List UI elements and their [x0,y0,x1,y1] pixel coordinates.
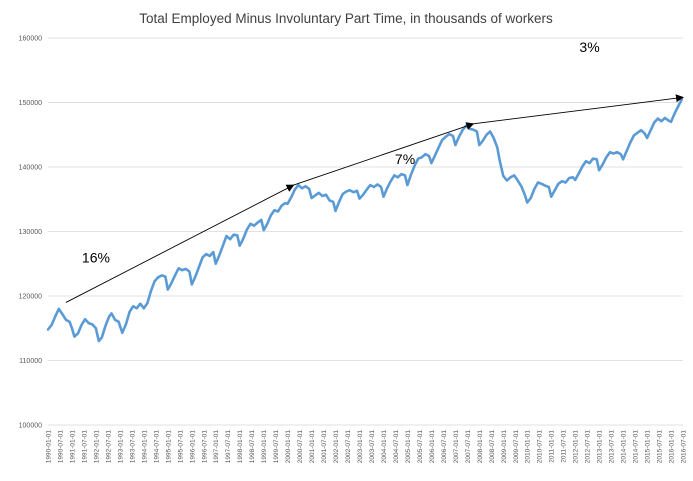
trend-arrow-3 [473,94,684,125]
x-tick-label-2004-01-01: 2004-01-01 [381,430,388,464]
x-tick-label-2013-01-01: 2013-01-01 [597,430,604,464]
x-tick-label-1999-01-01: 1999-01-01 [261,430,268,464]
growth-label-1: 16% [82,249,110,265]
x-tick-label-1997-01-01: 1997-01-01 [213,430,220,464]
x-tick-label-1993-01-01: 1993-01-01 [117,430,124,464]
x-tick-label-1991-07-01: 1991-07-01 [81,430,88,464]
series-layer [46,98,684,343]
x-tick-label-2009-01-01: 2009-01-01 [501,430,508,464]
x-tick-label-2000-01-01: 2000-01-01 [285,430,292,464]
x-tick-label-1999-07-01: 1999-07-01 [273,430,280,464]
x-axis-tick-labels: 1990-01-01 1990-07-01 1991-01-01 1991-07-01… [46,430,688,464]
chart-title: Total Employed Minus Involuntary Part Ti… [139,11,553,26]
x-tick-label-2014-07-01: 2014-07-01 [633,430,640,464]
gridlines [48,37,683,426]
x-tick-label-2016-07-01: 2016-07-01 [681,430,688,464]
y-tick-label-130000: 130000 [19,229,42,236]
x-tick-label-1995-01-01: 1995-01-01 [165,430,172,464]
x-tick-label-1996-07-01: 1996-07-01 [201,430,208,464]
x-tick-label-2015-07-01: 2015-07-01 [657,430,664,464]
x-tick-label-2003-07-01: 2003-07-01 [369,430,376,464]
x-tick-label-2013-07-01: 2013-07-01 [609,430,616,464]
x-tick-label-2008-01-01: 2008-01-01 [477,430,484,464]
x-tick-label-2002-07-01: 2002-07-01 [345,430,352,464]
x-tick-label-1992-07-01: 1992-07-01 [105,430,112,464]
growth-label-3: 3% [579,39,599,55]
trend-arrow-2 [293,122,475,186]
x-tick-label-2005-07-01: 2005-07-01 [417,430,424,464]
y-tick-label-150000: 150000 [19,100,42,107]
x-tick-label-2007-01-01: 2007-01-01 [453,430,460,464]
x-tick-label-2016-01-01: 2016-01-01 [669,430,676,464]
x-tick-label-2014-01-01: 2014-01-01 [621,430,628,464]
x-tick-label-2009-07-01: 2009-07-01 [513,430,520,464]
x-tick-label-2007-07-01: 2007-07-01 [465,430,472,464]
y-tick-label-110000: 110000 [19,358,42,365]
growth-annotations: 16% 7% 3% [82,39,600,265]
x-tick-label-1997-07-01: 1997-07-01 [225,430,232,464]
trend-arrow-1 [65,184,295,303]
x-tick-label-2001-07-01: 2001-07-01 [321,430,328,464]
x-tick-label-1991-01-01: 1991-01-01 [69,430,76,464]
x-tick-label-2006-01-01: 2006-01-01 [429,430,436,464]
x-tick-label-2001-01-01: 2001-01-01 [309,430,316,464]
y-tick-label-140000: 140000 [19,165,42,172]
x-tick-label-2000-07-01: 2000-07-01 [297,430,304,464]
x-tick-label-1996-01-01: 1996-01-01 [189,430,196,464]
growth-label-2: 7% [395,151,415,167]
x-tick-label-2011-01-01: 2011-01-01 [549,430,556,463]
x-tick-label-2003-01-01: 2003-01-01 [357,430,364,464]
x-tick-label-1992-01-01: 1992-01-01 [93,430,100,464]
x-tick-label-2008-07-01: 2008-07-01 [489,430,496,464]
x-tick-label-2002-01-01: 2002-01-01 [333,430,340,464]
x-tick-label-2010-01-01: 2010-01-01 [525,430,532,464]
x-tick-label-2012-07-01: 2012-07-01 [585,430,592,464]
x-tick-label-1990-01-01: 1990-01-01 [46,430,53,464]
x-tick-label-2004-07-01: 2004-07-01 [393,430,400,464]
x-tick-label-2010-07-01: 2010-07-01 [537,430,544,464]
x-tick-label-1994-07-01: 1994-07-01 [153,430,160,464]
x-tick-label-1993-07-01: 1993-07-01 [129,430,136,464]
x-tick-label-2015-01-01: 2015-01-01 [645,430,652,464]
x-tick-label-2011-07-01: 2011-07-01 [561,430,568,463]
y-tick-label-160000: 160000 [19,36,42,43]
x-tick-label-1990-07-01: 1990-07-01 [57,430,64,464]
x-tick-label-1998-07-01: 1998-07-01 [249,430,256,464]
trend-arrows [65,94,684,303]
x-tick-label-2006-07-01: 2006-07-01 [441,430,448,464]
y-tick-label-100000: 100000 [19,423,42,430]
y-tick-label-120000: 120000 [19,294,42,301]
x-tick-label-2012-01-01: 2012-01-01 [573,430,580,464]
x-tick-label-1998-01-01: 1998-01-01 [237,430,244,464]
x-tick-label-1994-01-01: 1994-01-01 [141,430,148,464]
y-axis-tick-labels: 100000 110000 120000 130000 140000 150000 1600… [19,36,42,430]
x-tick-label-1995-07-01: 1995-07-01 [177,430,184,464]
series-line-employed [46,98,684,343]
x-tick-label-2005-01-01: 2005-01-01 [405,430,412,464]
